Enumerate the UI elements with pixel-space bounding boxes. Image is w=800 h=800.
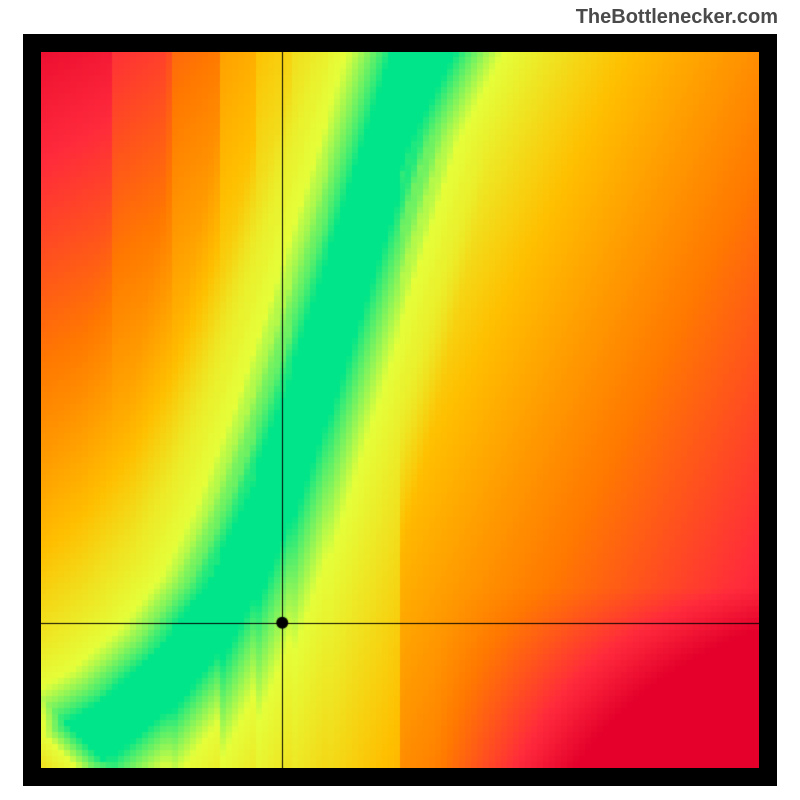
plot-border	[23, 34, 777, 786]
chart-frame: TheBottlenecker.com	[0, 0, 800, 800]
watermark-text: TheBottlenecker.com	[576, 6, 778, 29]
